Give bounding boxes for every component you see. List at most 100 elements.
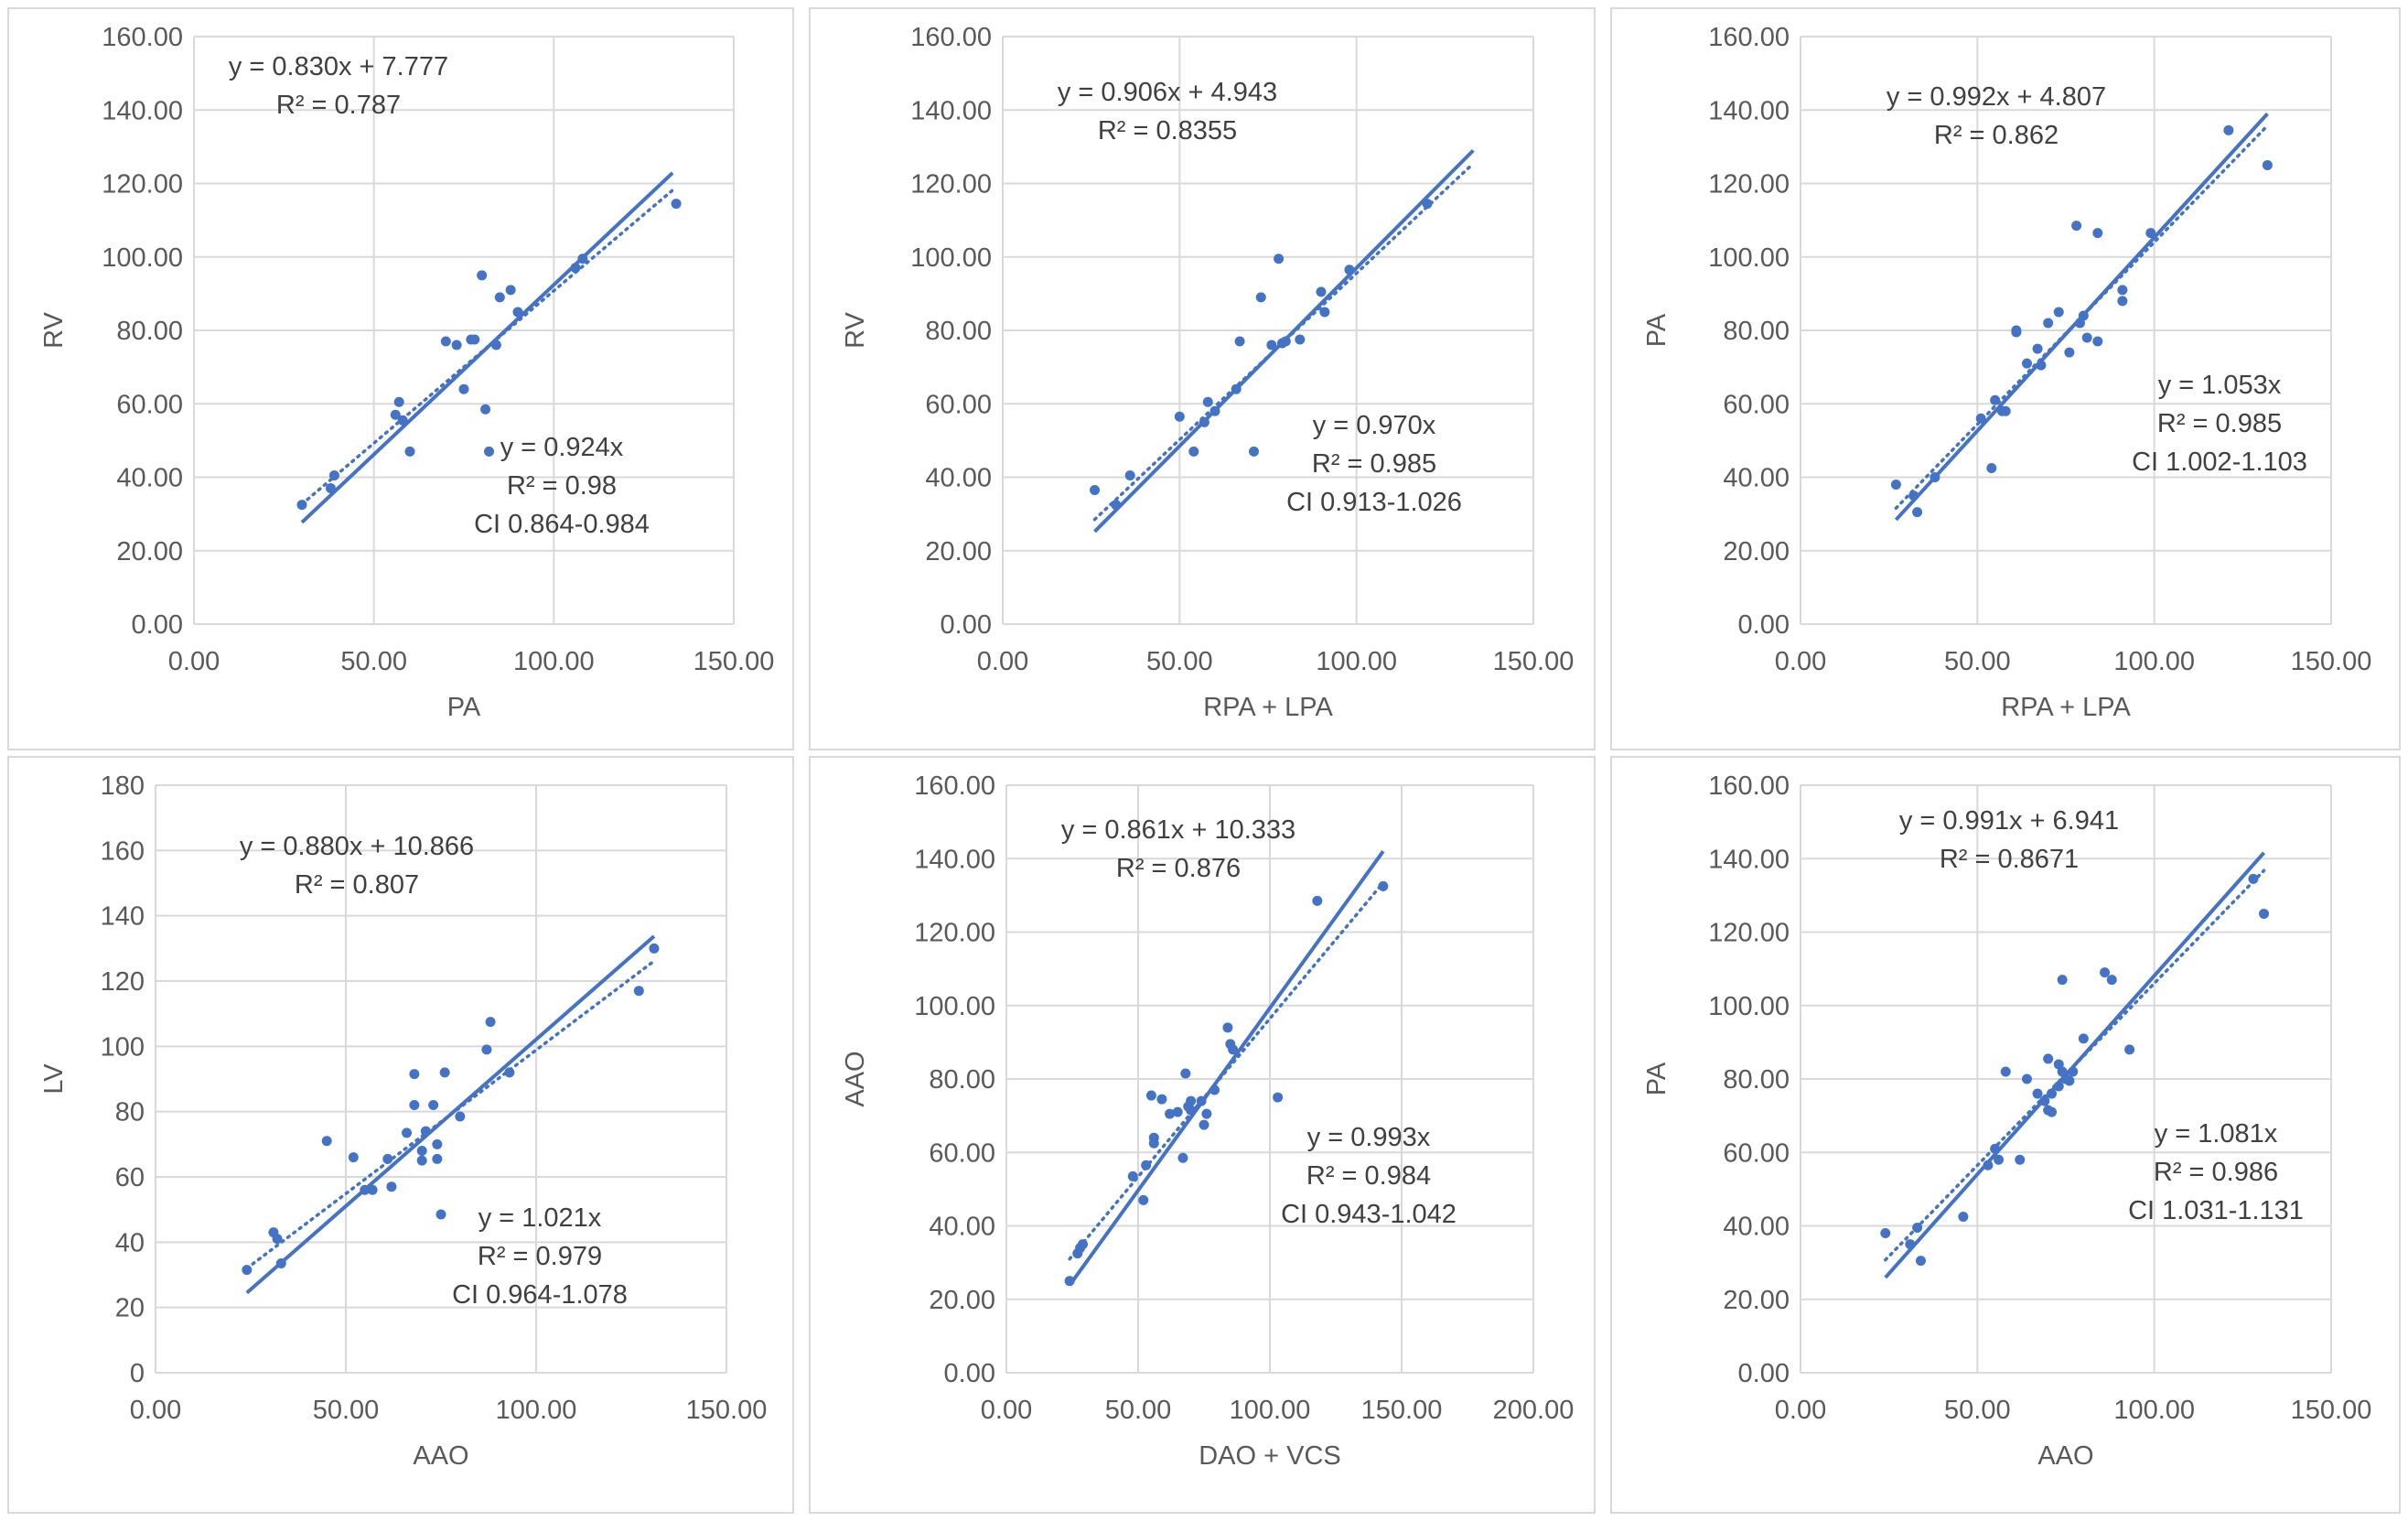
regression-equation: y = 0.906x + 4.943 R² = 0.8355 [1058,78,1277,146]
data-point [2053,307,2064,318]
y-tick-label: 20.00 [1723,1286,1790,1315]
data-point [2036,360,2047,371]
data-point [1958,1211,1969,1222]
y-axis-title: PA [1642,1062,1672,1095]
x-tick-label: 150.00 [693,647,775,676]
origin-regression-equation: y = 0.993x R² = 0.984 CI 0.943-1.042 [1281,1123,1457,1229]
data-point [2015,1154,2026,1165]
y-tick-label: 120 [101,967,145,997]
data-point [428,1100,439,1111]
y-tick-label: 20.00 [925,537,992,566]
data-point [1890,480,1901,491]
y-tick-label: 160 [101,836,145,866]
data-point [360,1184,371,1195]
data-point [1177,1152,1188,1163]
y-tick-label: 140.00 [910,96,992,125]
x-tick-label: 100.00 [1316,647,1397,676]
regression-equation: y = 0.830x + 7.777 R² = 0.787 [229,52,448,120]
data-point [2092,228,2103,239]
data-point [1141,1160,1152,1170]
data-point [2223,124,2234,135]
x-tick-label: 100.00 [2113,647,2195,676]
data-point [272,1234,283,1245]
x-tick-label: 150.00 [686,1396,768,1425]
x-axis-title: RPA + LPA [1203,693,1333,722]
y-tick-label: 160.00 [1708,771,1790,801]
y-tick-label: 120.00 [914,919,995,948]
x-tick-label: 0.00 [1775,1396,1826,1425]
data-point [494,292,505,303]
x-tick-label: 50.00 [313,1396,380,1425]
data-point [409,1100,420,1111]
y-axis-title: AAO [841,1051,870,1106]
y-tick-label: 20.00 [116,537,183,566]
x-axis-title: AAO [2037,1441,2093,1471]
x-axis-title: AAO [413,1441,468,1471]
data-point [390,409,401,420]
x-tick-label: 50.00 [1146,647,1213,676]
y-tick-label: 40.00 [929,1213,995,1242]
data-point [1228,1044,1239,1055]
data-point [1266,340,1277,351]
data-point [1990,394,2001,405]
y-tick-label: 160.00 [910,23,992,52]
regression-equation: y = 0.992x + 4.807 R² = 0.862 [1887,82,2106,150]
y-tick-label: 60.00 [116,390,183,419]
data-point [432,1153,443,1164]
data-point [432,1138,443,1149]
y-tick-label: 60.00 [929,1138,995,1168]
x-tick-label: 150.00 [1361,1396,1443,1425]
x-axis-title: RPA + LPA [2001,693,2131,722]
data-point [1880,1228,1891,1239]
x-tick-label: 0.00 [1775,647,1826,676]
y-tick-label: 60.00 [925,390,992,419]
data-point [2081,332,2092,343]
y-axis-title: LV [39,1063,69,1095]
data-point [469,334,480,345]
scatter-plot: 0.00 20.00 40.00 60.00 80.00 100.00 120.00 140.… [1642,771,2372,1471]
data-point [1124,469,1135,480]
x-tick-label: 0.00 [981,1396,1032,1425]
data-point [1908,491,1919,502]
data-point [2011,327,2022,338]
data-point [2064,347,2075,358]
data-point [2047,1106,2058,1117]
regression-equation: y = 0.880x + 10.866 R² = 0.807 [240,832,474,900]
origin-regression-equation: y = 1.021x R² = 0.979 CI 0.964-1.078 [452,1203,628,1310]
data-point [325,483,336,494]
data-point [1255,292,1266,303]
data-point [458,383,469,394]
y-tick-label: 0.00 [1738,1359,1790,1388]
data-point [2021,358,2032,369]
data-point [1090,485,1101,496]
data-point [1111,500,1122,511]
data-point [649,943,660,954]
x-tick-label: 150.00 [2291,1396,2372,1425]
data-point [1912,507,1923,518]
y-tick-label: 100.00 [910,243,992,273]
data-point [2047,1088,2058,1099]
scatter-plot: 0.00 20.00 40.00 60.00 80.00 100.00 120.00 140.… [841,23,1574,722]
x-axis-title: PA [447,693,481,722]
data-point [1174,411,1185,422]
data-point [416,1155,427,1166]
data-point [1201,1108,1212,1119]
data-point [485,1017,496,1028]
chart-panel-6: 0.00 20.00 40.00 60.00 80.00 100.00 120.00 140.… [1610,756,2401,1514]
data-point [2039,1095,2050,1106]
data-point [296,500,307,511]
data-point [504,1067,515,1078]
data-point [505,285,516,296]
data-point [2078,1033,2089,1044]
data-point [1156,1094,1167,1105]
data-point [1145,1090,1156,1101]
y-tick-label: 0.00 [944,1359,995,1388]
data-point [348,1152,359,1163]
data-point [2068,1066,2079,1077]
data-point [484,446,495,457]
chart-panel-2: 0.00 20.00 40.00 60.00 80.00 100.00 120.00 140.… [809,7,1596,750]
data-point [1127,1170,1138,1181]
y-tick-label: 60 [115,1163,145,1192]
data-point [1249,446,1260,457]
data-point [1930,472,1940,482]
